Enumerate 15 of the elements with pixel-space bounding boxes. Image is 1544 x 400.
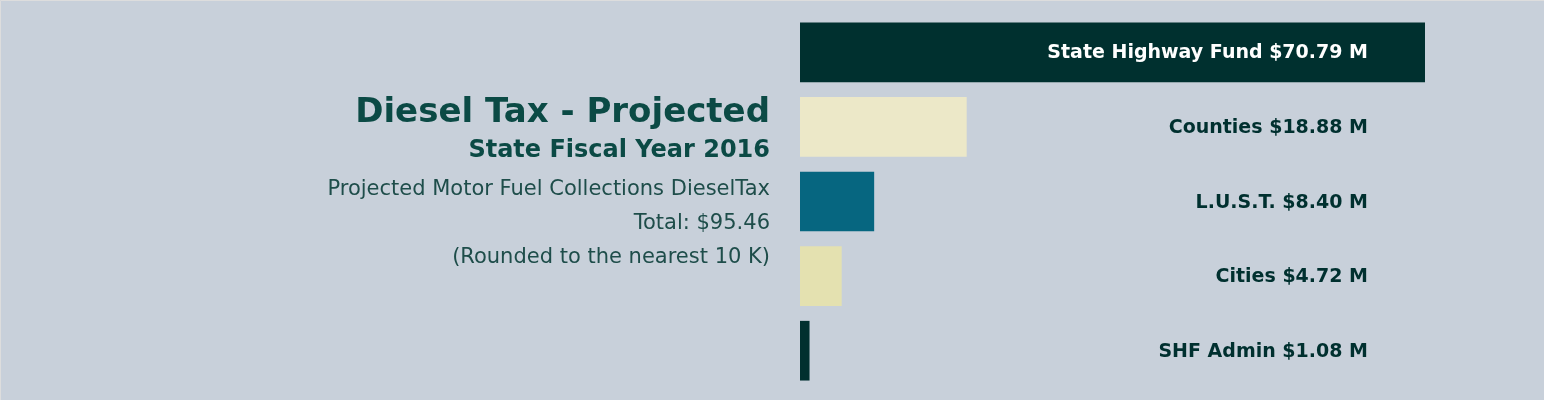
bar bbox=[800, 171, 875, 232]
text: Diesel Tax - Projected bbox=[355, 90, 770, 130]
data-label: Cities $4.72 M bbox=[1215, 264, 1368, 287]
text: Projected Motor Fuel Collections DieselTax bbox=[327, 176, 770, 200]
bar bbox=[800, 320, 810, 381]
data-label: L.U.S.T. $8.40 M bbox=[1195, 189, 1368, 212]
text: (Rounded to the nearest 10 K) bbox=[452, 244, 770, 268]
bar bbox=[800, 246, 842, 306]
data-label: SHF Admin $1.08 M bbox=[1158, 338, 1368, 361]
data-label: State Highway Fund $70.79 M bbox=[1047, 40, 1368, 63]
bar bbox=[800, 22, 1425, 83]
bar bbox=[800, 97, 967, 157]
text: State Fiscal Year 2016 bbox=[468, 135, 770, 163]
text: Total: $95.46 bbox=[632, 210, 770, 234]
data-label: Counties $18.88 M bbox=[1168, 114, 1368, 137]
